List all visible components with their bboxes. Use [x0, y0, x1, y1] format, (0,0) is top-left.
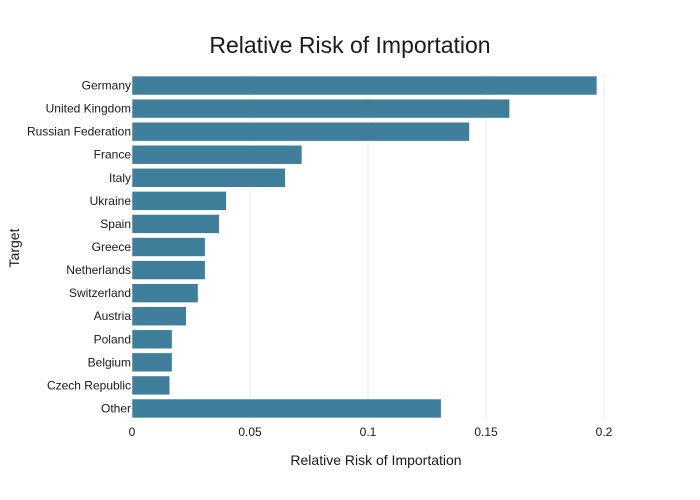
y-category-label: Czech Republic	[47, 378, 131, 392]
y-axis-title: Target	[6, 228, 22, 267]
y-category-label: Ukraine	[90, 194, 132, 208]
x-tick-label: 0.05	[238, 425, 262, 439]
bar-other[interactable]	[131, 398, 442, 419]
chart-title: Relative Risk of Importation	[209, 32, 490, 58]
bar-poland[interactable]	[131, 329, 173, 349]
x-axis-title: Relative Risk of Importation	[290, 452, 461, 468]
y-category-label: Austria	[94, 309, 132, 323]
y-category-label: Other	[101, 401, 131, 415]
y-category-label: Italy	[109, 171, 131, 185]
bar-germany[interactable]	[131, 75, 598, 96]
y-category-label: Germany	[82, 79, 131, 93]
x-tick-label: 0.1	[360, 425, 377, 439]
bar-czech-republic[interactable]	[131, 375, 171, 396]
y-category-label: Russian Federation	[27, 125, 131, 139]
bar-ukraine[interactable]	[131, 191, 227, 211]
y-category-label: Belgium	[88, 355, 131, 369]
y-category-label: France	[94, 148, 132, 162]
x-axis-tick-labels: 0 0.05 0.1 0.15 0.2	[129, 425, 613, 439]
y-category-label: Spain	[100, 217, 131, 231]
bar-united-kingdom[interactable]	[131, 98, 510, 119]
y-category-label: Netherlands	[66, 263, 131, 277]
bars	[131, 75, 598, 419]
x-tick-label: 0	[129, 425, 136, 439]
y-category-label: United Kingdom	[46, 102, 131, 116]
bar-belgium[interactable]	[131, 352, 173, 373]
bar-france[interactable]	[131, 145, 303, 165]
x-tick-label: 0.2	[596, 425, 613, 439]
bar-russian-federation[interactable]	[131, 121, 470, 142]
y-axis-category-labels: Germany United Kingdom Russian Federation F…	[27, 79, 131, 416]
bar-italy[interactable]	[131, 168, 286, 188]
y-category-label: Switzerland	[69, 286, 131, 300]
x-tick-label: 0.15	[474, 425, 498, 439]
y-category-label: Poland	[94, 332, 131, 346]
bar-netherlands[interactable]	[131, 260, 206, 280]
bar-switzerland[interactable]	[131, 283, 199, 303]
y-category-label: Greece	[92, 240, 132, 254]
bar-austria[interactable]	[131, 306, 187, 326]
bar-greece[interactable]	[131, 237, 206, 257]
bar-spain[interactable]	[131, 214, 220, 234]
